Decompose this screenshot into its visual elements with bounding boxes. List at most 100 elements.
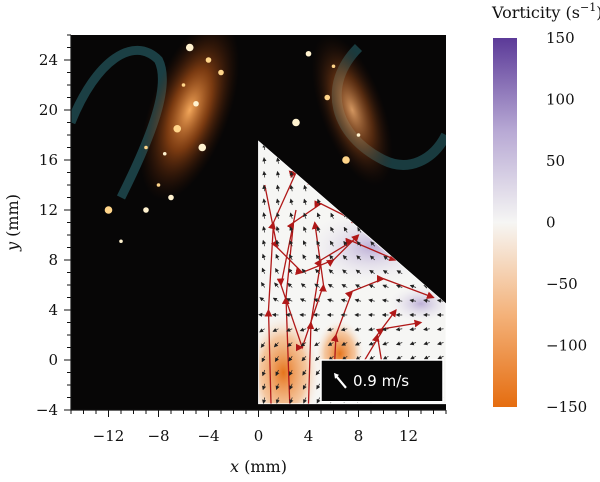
velocity-vector <box>409 327 417 332</box>
velocity-vector <box>302 254 307 261</box>
colorbar-gradient <box>493 38 517 407</box>
spark <box>143 207 149 213</box>
velocity-vector <box>423 341 430 346</box>
spark <box>168 194 174 201</box>
x-axis-title: x (mm) <box>230 457 287 476</box>
velocity-vector <box>436 298 444 303</box>
velocity-vector <box>262 212 267 219</box>
velocity-vector <box>436 327 444 332</box>
velocity-vector <box>356 255 362 261</box>
velocity-vector <box>275 369 280 377</box>
velocity-vector <box>340 327 348 332</box>
scale-arrowhead-icon <box>334 372 339 379</box>
y-tick-label: 0 <box>48 351 58 369</box>
velocity-vector <box>303 240 307 247</box>
velocity-vector <box>275 267 280 274</box>
colorbar-title-close: ) <box>596 3 600 22</box>
velocity-vector <box>316 226 321 233</box>
velocity-vector <box>303 198 308 206</box>
velocity-vector <box>313 327 320 332</box>
velocity-vector <box>289 212 294 219</box>
velocity-vector <box>356 241 362 247</box>
velocity-vector <box>301 356 307 362</box>
velocity-vector <box>396 284 403 289</box>
velocity-vector <box>303 212 308 219</box>
velocity-vector <box>289 170 294 178</box>
velocity-vector <box>410 355 417 360</box>
velocity-vector <box>276 157 281 164</box>
velocity-vector <box>303 184 308 192</box>
velocity-vector <box>261 356 266 363</box>
velocity-vector <box>287 282 293 288</box>
colorbar-title-main: Vorticity (s <box>491 3 580 22</box>
velocity-vector <box>382 284 389 289</box>
velocity-vector <box>355 284 362 289</box>
velocity-vector <box>262 184 267 192</box>
velocity-vector <box>396 355 403 360</box>
velocity-vector <box>262 157 267 164</box>
velocity-vector <box>262 239 267 247</box>
velocity-vector <box>313 298 320 303</box>
velocity-vector <box>341 284 348 289</box>
axes: −12 −8 −4 0 4 8 12 −4 0 4 8 12 16 20 24 <box>36 34 447 445</box>
y-axis-var: y <box>3 241 22 252</box>
velocity-vector <box>316 397 321 404</box>
velocity-vector <box>383 255 389 261</box>
y-tick-label: 16 <box>39 151 58 169</box>
velocity-vector <box>288 356 293 362</box>
x-tick-label: 0 <box>254 427 264 445</box>
velocity-vector <box>316 383 321 390</box>
x-tick-label: −12 <box>93 427 125 445</box>
velocity-vector <box>409 284 417 289</box>
x-tick-label: −8 <box>147 427 169 445</box>
y-tick-label: −4 <box>36 401 58 419</box>
velocity-vector <box>355 269 362 275</box>
velocity-vector <box>409 341 417 346</box>
velocity-vector <box>274 356 279 362</box>
velocity-vector <box>287 342 293 347</box>
colorbar-title-exponent: −1 <box>580 1 596 14</box>
spark <box>181 83 186 87</box>
spark <box>205 57 212 63</box>
velocity-vector <box>289 198 294 206</box>
velocity-vector <box>288 268 293 274</box>
velocity-vector <box>368 341 375 346</box>
velocity-vector <box>314 342 320 347</box>
x-tick-label: 8 <box>354 427 364 445</box>
y-tick-label: 12 <box>39 201 58 219</box>
velocity-vector <box>382 270 389 275</box>
velocity-vector <box>300 342 307 347</box>
spark <box>218 69 224 76</box>
velocity-vector <box>303 226 307 233</box>
velocity-vector <box>275 239 280 247</box>
velocity-vector <box>275 198 281 206</box>
velocity-vector <box>381 327 389 332</box>
velocity-vector <box>289 397 294 404</box>
velocity-vector <box>286 298 293 303</box>
velocity-vector <box>289 184 294 192</box>
velocity-vector <box>327 298 334 303</box>
scale-arrow-icon <box>335 375 347 389</box>
velocity-vector <box>327 327 334 332</box>
velocity-vector <box>354 341 362 346</box>
velocity-vector <box>275 383 280 391</box>
velocity-vector <box>289 383 294 390</box>
velocity-vector <box>330 226 335 233</box>
velocity-vector <box>382 355 389 360</box>
velocity-vector <box>315 254 321 261</box>
spark <box>119 239 123 244</box>
velocity-vector <box>261 267 266 274</box>
spark <box>104 206 113 214</box>
spark <box>193 100 199 107</box>
velocity-vector <box>423 298 430 303</box>
velocity-vector <box>259 297 265 302</box>
velocity-vector <box>396 270 403 275</box>
streamline <box>276 209 327 352</box>
velocity-vector <box>327 283 334 288</box>
velocity-vector <box>381 298 389 303</box>
velocity-vector <box>329 240 334 247</box>
spark <box>173 124 182 133</box>
velocity-vector <box>382 341 389 346</box>
velocity-vector <box>302 383 307 390</box>
